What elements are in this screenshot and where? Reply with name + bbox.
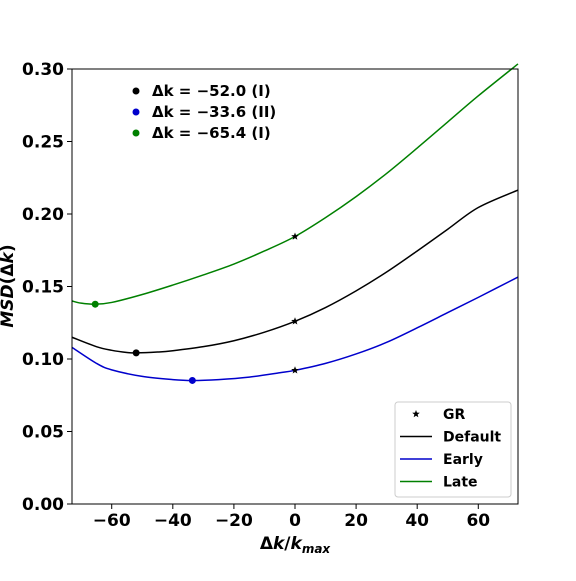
annotation-label-1: Δk = −33.6 (II) [152,103,276,121]
y-axis-label: MSD(Δk) [0,244,18,327]
annotation-layer: Δk = −52.0 (I) Δk = −33.6 (II) Δk = −65.4 … [132,82,276,142]
x-axis-label: Δk/kmax [260,534,332,556]
series-layer [71,63,519,382]
x-tick-label: −60 [93,511,131,531]
legend-label-gr: GR [443,407,465,423]
annotation-label-2: Δk = −65.4 (I) [152,124,271,142]
x-tick-label: 60 [466,511,490,531]
legend-label-default: Default [443,430,501,446]
minimum-point-0 [132,349,140,357]
annotation-label-0: Δk = −52.0 (I) [152,82,271,100]
axes-layer: −60 −40 −20 0 20 40 60 0.00 0.05 0.10 0.15 0.20 0.25… [22,60,490,531]
x-tick-label: 20 [344,511,368,531]
legend-label-late: Late [443,475,478,491]
gr-star-marker-0 [291,232,299,240]
gr-star-marker-2 [291,366,299,374]
y-tick-label: 0.00 [22,495,64,515]
y-tick-label: 0.10 [22,350,64,370]
x-tick-label: −40 [154,511,192,531]
gr-star-marker-1 [291,317,299,325]
marker-layer [91,232,299,384]
series-line-default [71,189,519,354]
y-tick-label: 0.25 [22,133,64,153]
legend-label-early: Early [443,452,483,468]
annotation-dot-1 [132,108,140,116]
y-tick-label: 0.30 [22,60,64,80]
annotation-dot-2 [132,129,140,137]
legend: GR Default Early Late [394,401,512,498]
y-tick-label: 0.15 [22,278,64,298]
x-tick-label: 0 [289,511,301,531]
x-tick-label: −20 [215,511,253,531]
legend-box [394,401,512,498]
minimum-point-1 [188,376,196,384]
annotation-dot-0 [132,87,140,95]
series-line-late [71,63,519,305]
x-tick-label: 40 [405,511,429,531]
series-line-early [71,276,519,382]
minimum-point-2 [91,300,99,308]
y-tick-label: 0.20 [22,205,64,225]
y-tick-label: 0.05 [22,423,64,443]
legend-star-marker [412,410,420,418]
